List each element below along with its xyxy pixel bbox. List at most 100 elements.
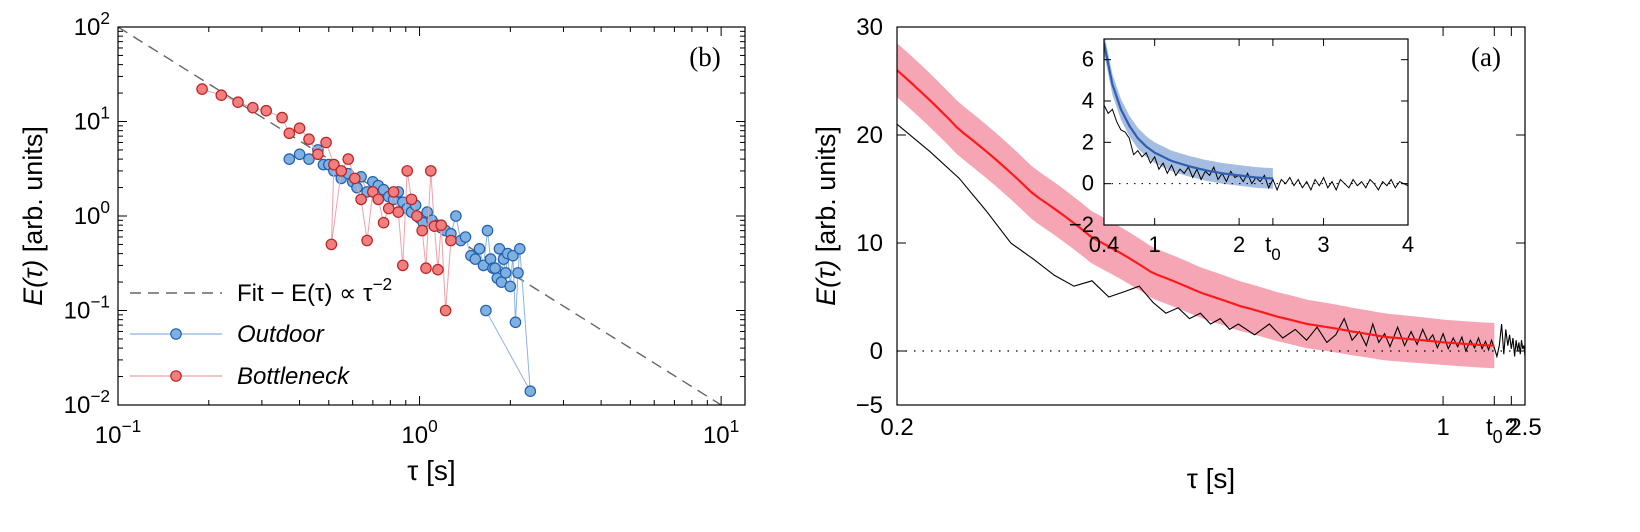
point-outdoor-31 (450, 210, 462, 222)
y-tick-label: 10 (856, 230, 883, 257)
point-bottleneck-9 (312, 148, 324, 161)
legend-fit-label: Fit − E(τ) ∝ τ−2 (237, 274, 392, 307)
point-bottleneck-32 (432, 263, 444, 276)
panel-label-b: (b) (689, 42, 720, 72)
inset-x-tick-label: 3 (1317, 232, 1329, 257)
legend-label-outdoor: Outdoor (237, 321, 325, 348)
inset-y-tick-label: 6 (1082, 47, 1094, 72)
y-axis-label: E(τ) [arb. units] (811, 126, 841, 306)
point-bottleneck-19 (372, 193, 385, 206)
point-bottleneck-0 (196, 83, 208, 95)
point-bottleneck-22 (387, 186, 400, 198)
point-bottleneck-12 (325, 238, 338, 251)
point-bottleneck-24 (396, 259, 409, 272)
x-tick-label: 0.2 (880, 414, 913, 441)
inset-x-tick-label-t0: t0 (1265, 232, 1281, 264)
point-bottleneck-30 (424, 165, 437, 177)
point-bottleneck-13 (335, 165, 348, 177)
x-tick-label: 101 (703, 416, 739, 449)
fit-confidence-band (897, 43, 1495, 369)
y-tick-label: 10−1 (64, 292, 110, 325)
point-bottleneck-29 (420, 262, 432, 274)
inset-y-tick-label: 2 (1082, 129, 1094, 154)
point-bottleneck-4 (260, 104, 272, 117)
point-bottleneck-11 (328, 158, 340, 171)
y-tick-label: 10−2 (64, 386, 110, 419)
point-outdoor-2 (303, 153, 315, 165)
point-bottleneck-5 (276, 111, 288, 124)
point-bottleneck-23 (392, 206, 405, 218)
inset-fit-curve (1104, 42, 1273, 180)
inset-x-tick-label: 4 (1402, 232, 1414, 257)
legend-marker-bottleneck (170, 370, 182, 382)
y-tick-label: 30 (856, 14, 883, 41)
x-tick-label: 2 (1505, 414, 1518, 441)
inset-y-tick-label: 0 (1082, 171, 1094, 196)
y-tick-label: −5 (856, 392, 883, 419)
x-tick-label: 100 (401, 416, 437, 449)
fit-curve (897, 69, 1495, 347)
point-outdoor-49 (507, 249, 519, 262)
x-tick-label-t0: t0 (1486, 414, 1503, 447)
point-bottleneck-2 (232, 96, 244, 108)
inset-chart: 0.4 1 2 t0 3 4 −2 0 2 4 6 (1069, 38, 1414, 264)
point-bottleneck-1 (215, 89, 228, 101)
y-tick-label: 20 (856, 122, 883, 149)
legend-label-bottleneck: Bottleneck (237, 363, 351, 390)
point-outdoor-38 (481, 224, 494, 237)
point-bottleneck-10 (320, 136, 332, 149)
point-outdoor-0 (283, 153, 296, 165)
point-outdoor-54 (480, 304, 492, 317)
legend-marker-outdoor (170, 328, 182, 340)
point-outdoor-53 (524, 385, 537, 397)
y-axis-label: E(τ) [arb. units] (18, 126, 48, 306)
x-tick-label: 1 (1436, 414, 1449, 441)
y-tick-label: 100 (74, 197, 110, 230)
point-bottleneck-25 (401, 165, 413, 177)
inset-frame (1103, 38, 1409, 226)
point-outdoor-50 (509, 316, 522, 329)
point-outdoor-52 (513, 243, 526, 255)
point-bottleneck-3 (247, 101, 259, 114)
inset-background (1104, 39, 1408, 225)
point-bottleneck-15 (348, 172, 361, 185)
x-tick-label: 2.5 (1508, 414, 1541, 441)
measured-curve (897, 123, 1525, 359)
inset-y-tick-label: −2 (1069, 212, 1094, 237)
plot-frame-a (896, 26, 1526, 406)
point-bottleneck-6 (283, 127, 296, 140)
point-bottleneck-7 (293, 122, 306, 134)
point-bottleneck-33 (435, 219, 447, 231)
panel-label-a: (a) (1471, 42, 1501, 72)
inset-x-tick-label: 0.4 (1089, 232, 1120, 257)
point-outdoor-51 (512, 267, 524, 279)
inset-confidence-band (1104, 39, 1273, 189)
point-outdoor-41 (489, 262, 501, 274)
point-outdoor-1 (293, 148, 306, 161)
point-bottleneck-20 (377, 216, 390, 229)
x-axis-label: τ [s] (407, 455, 455, 486)
point-bottleneck-27 (411, 210, 423, 222)
inset-y-tick-label: 4 (1082, 88, 1094, 113)
point-bottleneck-26 (405, 193, 418, 206)
point-bottleneck-16 (355, 193, 367, 206)
point-bottleneck-35 (445, 234, 457, 247)
point-outdoor-36 (473, 243, 486, 255)
point-outdoor-48 (504, 280, 517, 293)
point-outdoor-33 (459, 231, 472, 243)
y-tick-label: 0 (870, 338, 883, 365)
point-outdoor-46 (499, 267, 512, 279)
x-axis-label: τ [s] (1187, 463, 1235, 494)
x-tick-label: 10−1 (95, 416, 141, 449)
point-bottleneck-21 (382, 202, 395, 215)
y-tick-label: 102 (74, 8, 110, 41)
point-bottleneck-8 (303, 133, 315, 145)
point-bottleneck-34 (439, 304, 452, 317)
point-outdoor-35 (469, 253, 482, 265)
y-tick-label: 101 (74, 103, 110, 136)
point-bottleneck-17 (361, 234, 373, 247)
point-bottleneck-14 (342, 153, 354, 165)
